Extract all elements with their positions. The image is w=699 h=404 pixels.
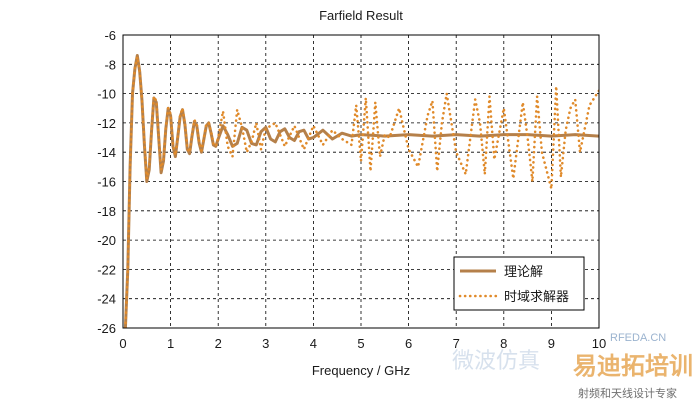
watermark-brand: 易迪拓培训 xyxy=(573,352,693,380)
x-tick-label: 3 xyxy=(262,336,269,351)
plot-frame xyxy=(122,34,600,329)
chart-title: Farfield Result xyxy=(319,8,403,23)
legend-label-theory: 理论解 xyxy=(504,264,543,279)
x-tick-label: 10 xyxy=(592,336,606,351)
legend-box xyxy=(453,256,585,311)
series-group xyxy=(123,54,599,328)
x-tick-label: 9 xyxy=(548,336,555,351)
x-tick-label: 8 xyxy=(500,336,507,351)
legend-label-time-domain: 时域求解器 xyxy=(504,289,569,304)
x-tick-label: 6 xyxy=(405,336,412,351)
y-tick-label: -24 xyxy=(97,292,116,307)
legend: 理论解 时域求解器 xyxy=(453,256,585,311)
series-line-time-domain xyxy=(124,55,599,328)
y-tick-label: -18 xyxy=(97,204,116,219)
y-tick-label: -8 xyxy=(104,57,116,72)
y-tick-label: -16 xyxy=(97,175,116,190)
watermark-site: RFEDA.CN xyxy=(610,332,666,344)
y-tick-label: -6 xyxy=(104,28,116,43)
y-tick-label: -12 xyxy=(97,116,116,131)
y-axis: -6 -8 -10 -12 -14 -16 -18 -20 -22 -24 -26 xyxy=(97,28,116,336)
x-tick-label: 0 xyxy=(119,336,126,351)
watermark-faint: 微波仿真 xyxy=(452,348,540,373)
y-tick-label: -10 xyxy=(97,87,116,102)
y-tick-label: -26 xyxy=(97,321,116,336)
watermark: 微波仿真 RFEDA.CN 易迪拓培训 射频和天线设计专家 xyxy=(452,332,693,400)
x-axis-label: Frequency / GHz xyxy=(312,363,410,378)
x-tick-label: 7 xyxy=(453,336,460,351)
x-axis: 0 1 2 3 4 5 6 7 8 9 10 xyxy=(119,336,606,351)
x-tick-label: 2 xyxy=(215,336,222,351)
y-tick-label: -20 xyxy=(97,233,116,248)
x-tick-label: 4 xyxy=(310,336,317,351)
x-tick-label: 1 xyxy=(167,336,174,351)
watermark-subtitle: 射频和天线设计专家 xyxy=(578,386,677,400)
y-tick-label: -14 xyxy=(97,145,116,160)
y-tick-label: -22 xyxy=(97,262,116,277)
x-tick-label: 5 xyxy=(357,336,364,351)
